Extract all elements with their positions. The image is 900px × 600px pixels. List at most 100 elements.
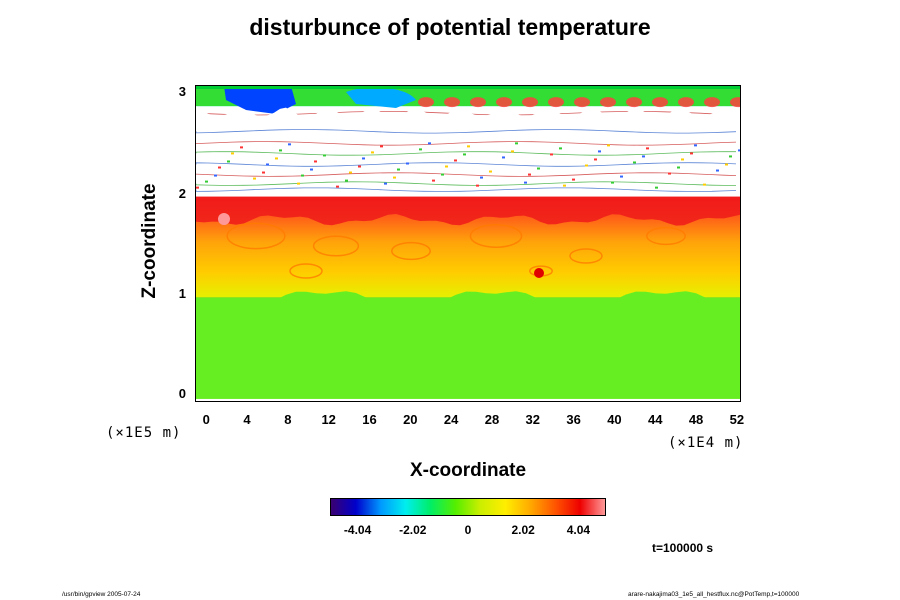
x-tick-0: 0 [202,412,210,427]
speckle-51 [607,144,610,147]
top-red-blob [574,97,590,108]
x-tick-48: 48 [688,412,704,427]
speckle-52 [690,152,693,155]
x-tick-28: 28 [484,412,500,427]
colorbar-tick--2.02: -2.02 [399,523,427,537]
speckle-55 [393,176,396,179]
speckle-22 [384,182,387,185]
speckle-41 [323,154,326,157]
speckle-32 [668,172,671,175]
x-unit-label: (×1E4 m) [668,435,744,451]
speckle-42 [406,162,409,165]
speckle-65 [677,166,680,169]
speckle-17 [515,142,518,145]
top-red-blob [522,97,538,108]
x-tick-12: 12 [321,412,336,427]
footer-right-text: arare-nakajima03_1e5_all_hestflux.nc@Pot… [628,591,800,598]
speckle-20 [218,166,221,169]
y-tick-0: 0 [178,386,186,401]
speckle-53 [227,160,230,163]
speckle-13 [729,155,732,158]
top-edge [196,86,740,89]
colorbar [330,498,606,516]
speckle-0 [196,186,199,189]
speckle-50 [524,181,527,184]
x-tick-32: 32 [525,412,541,427]
heatmap-plot-area [195,85,741,402]
speckle-25 [633,161,636,164]
speckle-54 [310,168,313,171]
speckle-19 [681,158,684,161]
colorbar-tick-2.02: 2.02 [511,523,535,537]
speckle-24 [550,153,553,156]
colorbar-tick-0: 0 [464,523,472,537]
speckle-61 [345,179,348,182]
speckle-49 [441,173,444,176]
footer-left-text: /usr/bin/gpview 2005-07-24 [62,591,141,598]
x-tick-52: 52 [729,412,745,427]
speckle-59 [725,163,728,166]
speckle-23 [467,145,470,148]
speckle-26 [716,169,719,172]
eddy-7 [289,263,323,279]
colorbar-tick--4.04: -4.04 [343,523,372,537]
eddy-0 [226,222,286,250]
speckle-2 [362,157,365,160]
speckle-34 [288,143,291,146]
red-strip [196,196,740,226]
lower-green-band [196,297,740,399]
hot-spot [534,268,544,278]
speckle-63 [511,150,514,153]
top-wave-crest [196,106,740,125]
speckle-18 [598,150,601,153]
top-red-blob [652,97,668,108]
speckle-7 [231,152,234,155]
speckle-10 [480,176,483,179]
eddy-3 [469,224,523,248]
eddy-6 [646,226,686,246]
top-red-blob [444,97,460,108]
speckle-45 [655,186,658,189]
speckle-29 [419,148,422,151]
speckle-47 [275,157,278,160]
eddy-5 [569,248,603,264]
y-tick-3: 3 [178,84,186,99]
x-tick-4: 4 [243,412,251,427]
speckle-64 [594,158,597,161]
speckle-48 [358,165,361,168]
heatmap-svg [196,86,740,399]
speckle-40 [240,146,243,149]
speckle-21 [301,174,304,177]
speckle-12 [646,147,649,150]
speckle-69 [463,153,466,156]
top-red-blob [678,97,694,108]
top-red-blob [548,97,564,108]
contour-line-7 [196,181,736,186]
speckle-35 [371,151,374,154]
speckle-4 [528,173,531,176]
x-tick-24: 24 [443,412,459,427]
speckle-67 [297,182,300,185]
time-annotation: t=100000 s [652,541,714,555]
speckle-27 [253,177,256,180]
top-red-blob [470,97,486,108]
speckle-9 [397,168,400,171]
speckle-43 [489,170,492,173]
speckle-5 [611,181,614,184]
speckle-38 [620,175,623,178]
speckle-37 [537,167,540,170]
y-tick-2: 2 [178,186,186,201]
speckle-31 [585,164,588,167]
eddy-2 [391,241,431,261]
contour-line-4 [196,151,737,156]
speckle-33 [205,180,208,183]
chart-title: disturbunce of potential temperature [249,14,651,40]
speckle-57 [559,147,562,150]
x-tick-44: 44 [648,412,663,427]
speckle-44 [572,178,575,181]
contour-line-8 [196,187,737,192]
speckle-66 [214,174,217,177]
speckle-14 [266,163,269,166]
speckle-36 [454,159,457,162]
speckle-62 [428,142,431,145]
